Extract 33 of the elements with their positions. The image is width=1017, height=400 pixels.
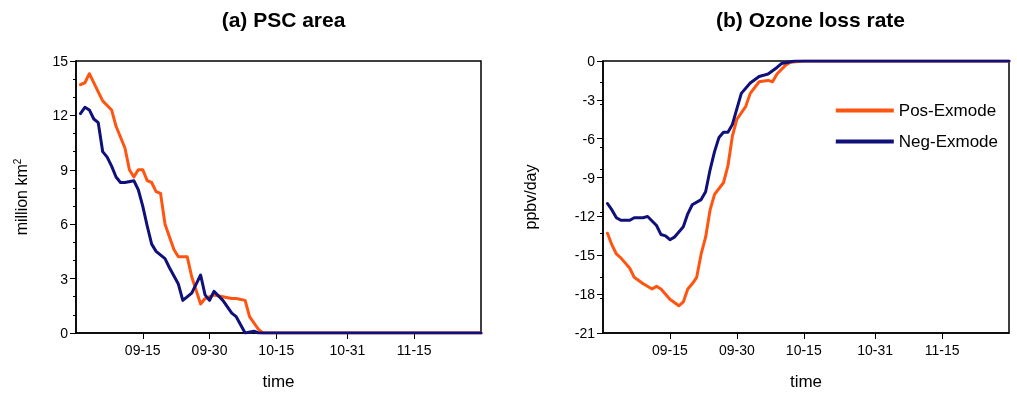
y-tick-label: 3 xyxy=(60,270,69,287)
x-tick-label: 11-15 xyxy=(924,342,960,358)
x-tick-label: 11-15 xyxy=(396,342,432,358)
y-axis-title: ppbv/day xyxy=(521,164,539,230)
y-tick-label: -15 xyxy=(574,247,596,264)
chart-title: (b) Ozone loss rate xyxy=(715,8,906,31)
x-tick-label: 10-15 xyxy=(785,342,822,358)
y-tick-label: 0 xyxy=(587,53,596,69)
y-tick-label: -9 xyxy=(582,169,596,186)
x-tick-label: 10-31 xyxy=(329,342,366,358)
chart-title: (a) PSC area xyxy=(221,8,346,31)
y-tick-label: 0 xyxy=(60,325,69,341)
x-tick-label: 09-15 xyxy=(652,342,689,358)
x-tick-label: 10-15 xyxy=(258,342,295,358)
x-tick-label: 10-31 xyxy=(857,342,894,358)
x-tick-label: 09-15 xyxy=(124,342,161,358)
y-tick-label: -21 xyxy=(574,325,596,341)
x-axis-title: time xyxy=(789,372,823,391)
y-tick-label: 9 xyxy=(60,161,69,178)
x-axis-title: time xyxy=(262,372,295,391)
y-tick-label: -6 xyxy=(582,130,596,147)
y-tick-label: -3 xyxy=(582,91,596,108)
legend-label: Neg-Exmode xyxy=(898,132,999,151)
y-tick-label: 6 xyxy=(60,216,69,233)
y-tick-label: -18 xyxy=(574,286,596,303)
x-tick-label: 09-30 xyxy=(191,342,228,358)
x-tick-label: 09-30 xyxy=(718,342,755,358)
y-tick-label: 12 xyxy=(52,107,69,124)
y-axis-title: million km2 xyxy=(11,158,30,236)
y-tick-label: 15 xyxy=(52,53,69,69)
line-series xyxy=(605,59,1011,242)
y-tick-label: -12 xyxy=(574,208,596,225)
legend-label: Pos-Exmode xyxy=(898,101,997,120)
